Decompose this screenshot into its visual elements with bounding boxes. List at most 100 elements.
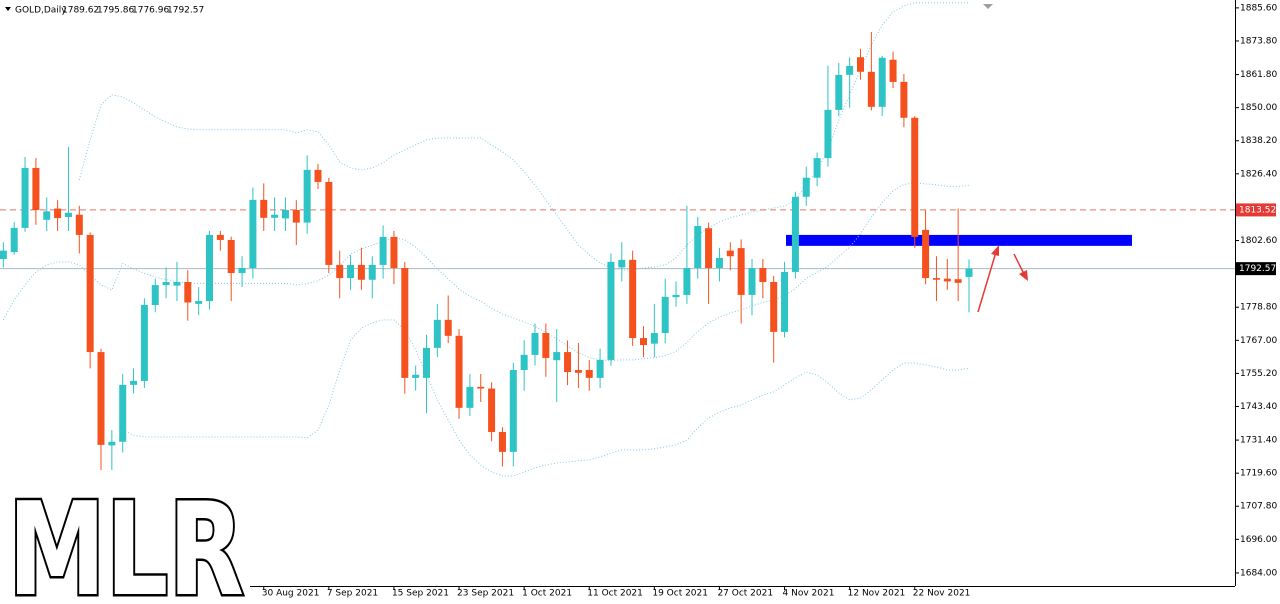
watermark-backdrop [0, 470, 250, 604]
candle-body [32, 167, 40, 210]
x-tick-label: 12 Nov 2021 [848, 589, 906, 599]
candle-body [672, 294, 680, 298]
candle-body [477, 386, 485, 389]
candle-body [759, 267, 767, 283]
candle-body [173, 282, 181, 286]
candle-body [694, 225, 702, 268]
x-tick-label: 30 Aug 2021 [262, 589, 320, 599]
candle-body [498, 431, 506, 452]
candle-body [444, 319, 452, 336]
y-tick-label: 1850.00 [1240, 103, 1277, 113]
candle-body [737, 248, 745, 295]
candle-body [564, 352, 572, 372]
zone [786, 234, 1132, 246]
arrow-down [1013, 253, 1028, 281]
candle-body [705, 228, 713, 268]
candle-body [683, 267, 691, 295]
candle-body [629, 259, 637, 339]
candle-body [86, 234, 94, 353]
y-tick-label: 1873.80 [1240, 36, 1277, 46]
candle-body [650, 333, 658, 344]
candle-body [791, 196, 799, 272]
candle-body [314, 169, 322, 182]
candle-body [867, 71, 875, 107]
candle-body [140, 304, 148, 381]
ohlc-close: 1792.57 [167, 6, 204, 16]
candle-body [75, 214, 83, 235]
candle-body [943, 278, 951, 282]
y-tick-label: 1778.80 [1240, 303, 1277, 313]
candle-body [184, 282, 192, 303]
price-label: 1813.52 [1239, 205, 1276, 215]
candle-body [715, 257, 723, 268]
arrow-shaft [977, 251, 997, 313]
y-tick-label: 1719.60 [1240, 469, 1277, 479]
candle-body [195, 301, 203, 304]
candle-body [238, 267, 246, 274]
arrow-head [1019, 270, 1028, 281]
y-tick-label: 1826.40 [1240, 169, 1277, 179]
x-tick-label: 15 Sep 2021 [392, 589, 449, 599]
x-tick-label: 23 Sep 2021 [457, 589, 514, 599]
candle-body [357, 264, 365, 280]
price-label-box [1236, 203, 1276, 217]
price-label-box [1236, 262, 1276, 276]
candle-body [21, 167, 29, 228]
candle-body [857, 57, 864, 72]
candle-body [292, 209, 300, 223]
x-tick-label: 11 Oct 2021 [587, 589, 643, 599]
candle-body [227, 239, 235, 274]
candle-body [10, 227, 18, 253]
x-tick-label: 1 Oct 2021 [522, 589, 572, 599]
candle-body [336, 264, 344, 279]
candle-body [911, 117, 919, 237]
candle-body [607, 261, 615, 360]
y-tick-label: 1684.00 [1240, 568, 1277, 578]
ohlc-open: 1789.62 [62, 6, 99, 16]
candle-body [661, 296, 669, 334]
candle-body [97, 352, 105, 445]
candle-body [781, 271, 789, 332]
y-tick-label: 1696.00 [1240, 535, 1277, 545]
candle-body [108, 441, 116, 446]
y-tick-label: 1885.60 [1240, 3, 1277, 13]
candle-body [640, 338, 647, 346]
candle-body [412, 374, 420, 378]
watermark: MLR [8, 476, 244, 604]
candle-body [618, 259, 626, 268]
candle-body [542, 333, 550, 358]
candle-body [726, 250, 734, 257]
candle-body [130, 380, 138, 385]
candle-body [162, 282, 170, 286]
price-label: 1792.57 [1239, 264, 1276, 274]
candle-body [249, 199, 257, 268]
candle-body [260, 199, 268, 218]
candle-body [954, 279, 962, 283]
candle-body [932, 278, 940, 280]
arrow-shaft [1013, 253, 1025, 275]
candle-body [531, 333, 539, 355]
y-tick-label: 1838.20 [1240, 136, 1277, 146]
candle-body [878, 57, 886, 107]
arrow-head [991, 245, 999, 256]
candle-body [835, 74, 843, 110]
candle-body [813, 158, 821, 178]
ohlc-low: 1776.96 [132, 6, 169, 16]
candle-body [206, 234, 213, 302]
x-tick-label: 27 Oct 2021 [717, 589, 773, 599]
candle-body [281, 209, 289, 219]
candle-body [824, 109, 832, 159]
candle-body [585, 370, 593, 378]
candle-body [401, 267, 409, 378]
candle-body [325, 181, 333, 265]
menu-triangle [5, 7, 11, 11]
x-tick-label: 7 Sep 2021 [327, 589, 378, 599]
candle-body [423, 347, 430, 378]
candle-body [748, 267, 756, 295]
ohlc-high: 1795.86 [97, 6, 134, 16]
candle-body [488, 388, 496, 432]
candle-body [119, 384, 127, 442]
candle-body [368, 264, 376, 280]
candle-body [43, 211, 51, 220]
